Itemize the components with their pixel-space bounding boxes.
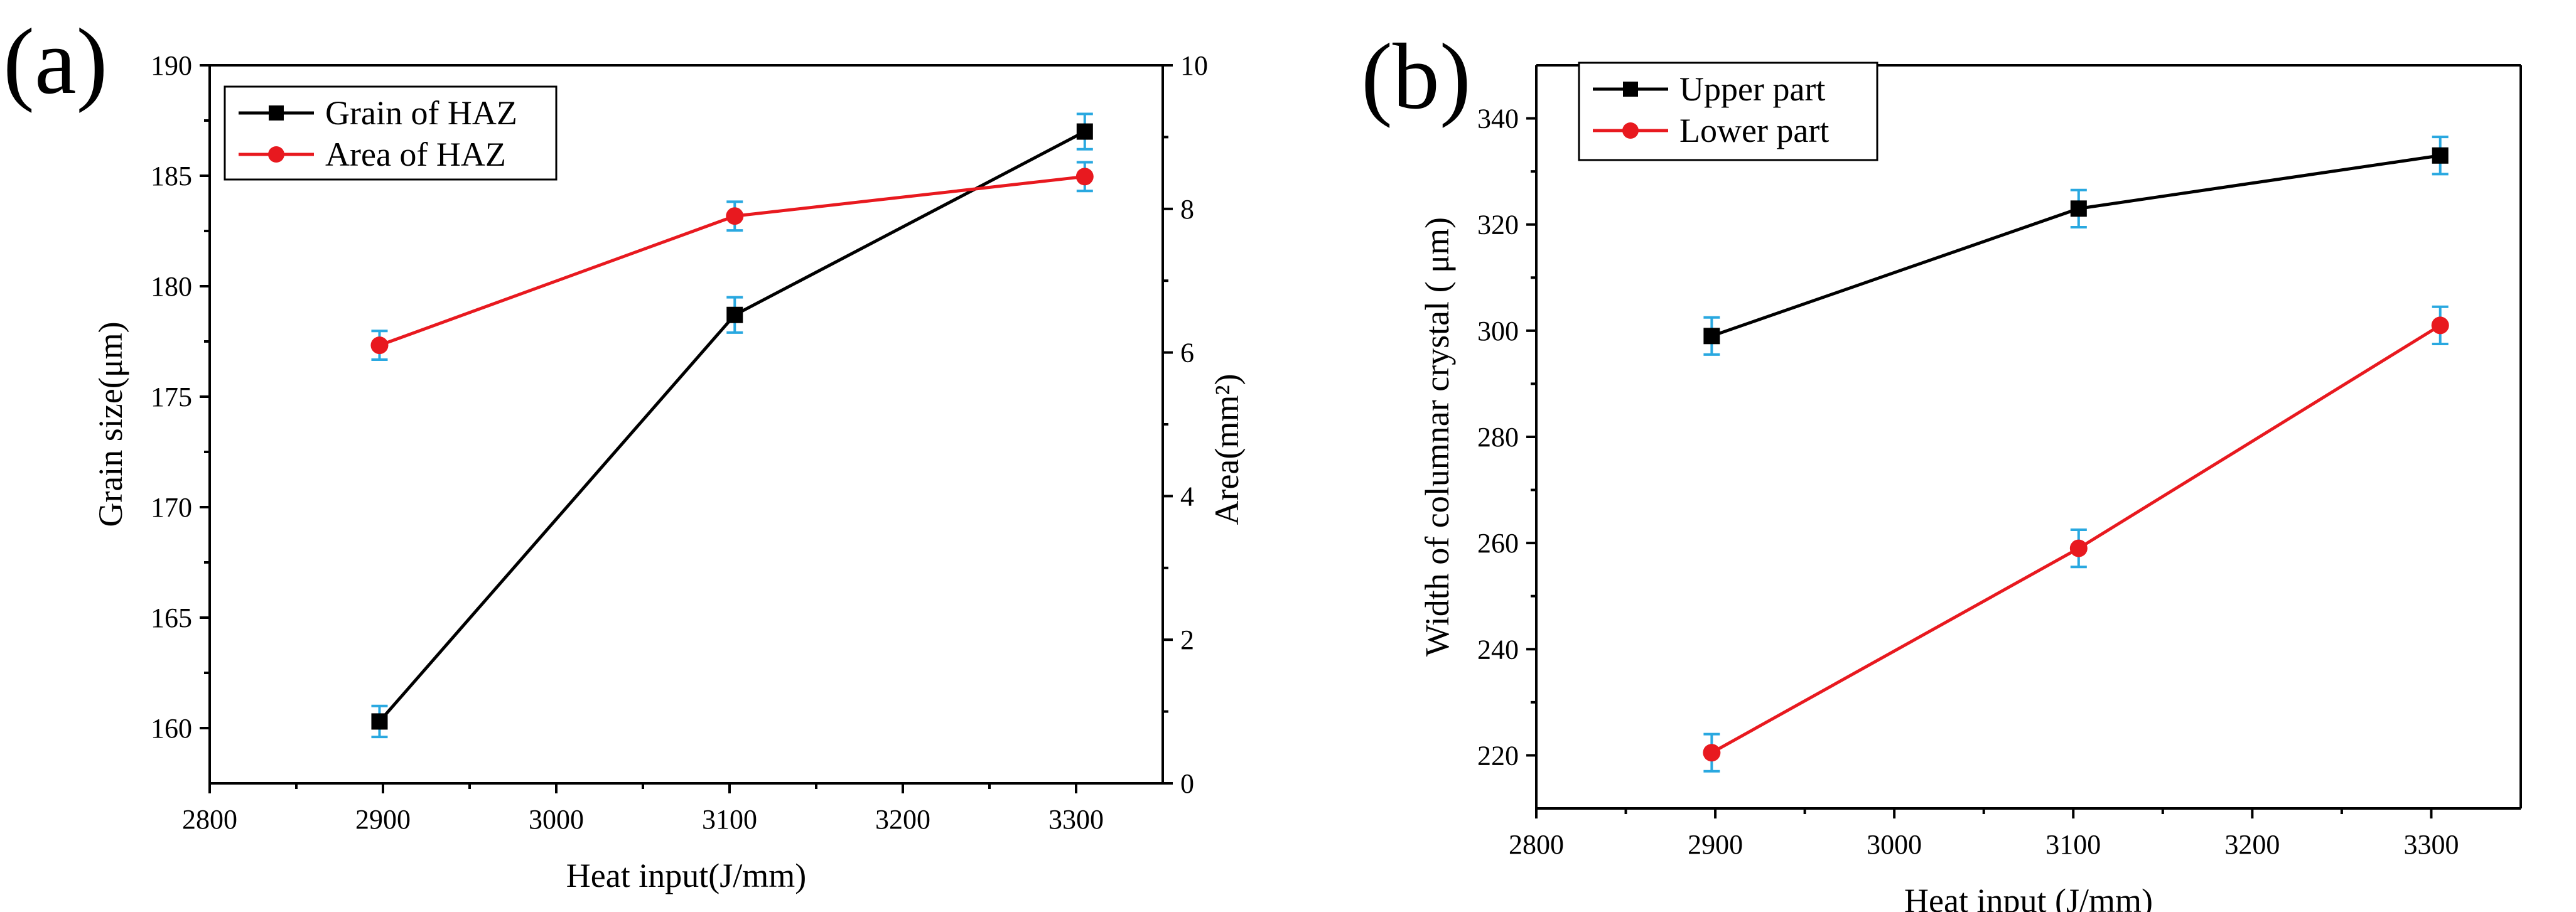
- x-tick-label: 3000: [529, 804, 584, 835]
- legend-box: [224, 85, 558, 181]
- series-line: [1711, 154, 2441, 338]
- data-point: [1703, 328, 1720, 345]
- y-tick-label: 180: [151, 271, 192, 302]
- x-tick-label: 2800: [1509, 829, 1564, 860]
- x-tick-label: 3300: [2403, 829, 2459, 860]
- y-axis-title: Grain size(μm): [92, 321, 129, 527]
- legend-label: Area of HAZ: [325, 136, 506, 173]
- panel-label: (b): [1361, 24, 1471, 129]
- legend-box: [1578, 62, 1878, 161]
- data-point: [371, 713, 388, 730]
- y-tick-label: 300: [1477, 316, 1519, 346]
- chart-panel-a: (a) 2800 2900 3000 3100 3200 3300 160 165 170 175 1…: [3, 9, 1246, 894]
- data-point: [2069, 539, 2088, 557]
- legend-marker: [1623, 82, 1638, 97]
- y-tick-label: 280: [1477, 422, 1519, 453]
- x-tick-label: 3200: [875, 804, 930, 835]
- data-point: [1076, 123, 1093, 140]
- x-tick-label: 3100: [2045, 829, 2101, 860]
- data-point: [370, 336, 389, 355]
- y-tick-label: 160: [151, 713, 192, 744]
- legend-label: Upper part: [1679, 70, 1825, 108]
- y-tick-label: 170: [151, 492, 192, 523]
- x-tick-label: 2800: [182, 804, 237, 835]
- y2-axis-title: Area(mm²): [1208, 373, 1246, 525]
- x-tick-label: 3300: [1048, 804, 1104, 835]
- data-point: [726, 306, 743, 323]
- panel-label: (a): [3, 9, 107, 114]
- y-tick-label: 175: [151, 382, 192, 412]
- legend-marker: [269, 105, 284, 121]
- y-tick-label: 320: [1477, 210, 1519, 240]
- y2-tick-label: 4: [1180, 481, 1194, 512]
- y-tick-label: 340: [1477, 104, 1519, 134]
- x-axis-title: Heat input(J/mm): [566, 857, 806, 894]
- legend-label: Lower part: [1679, 112, 1829, 149]
- data-point: [1703, 744, 1721, 762]
- data-point: [1075, 168, 1094, 186]
- series-line: [1711, 324, 2442, 754]
- y2-tick-label: 6: [1180, 338, 1194, 368]
- y2-tick-label: 8: [1180, 194, 1194, 225]
- y-axis-title: Width of columnar crystal ( μm): [1418, 217, 1456, 657]
- y-tick-label: 190: [151, 50, 192, 81]
- data-point: [726, 207, 744, 225]
- y-tick-label: 260: [1477, 528, 1519, 559]
- y-tick-label: 220: [1477, 740, 1519, 771]
- x-tick-label: 3100: [702, 804, 757, 835]
- x-tick-label: 3000: [1867, 829, 1922, 860]
- data-point: [2432, 147, 2449, 164]
- data-point: [2070, 200, 2087, 217]
- legend-label: Grain of HAZ: [325, 94, 517, 132]
- y2-tick-label: 0: [1180, 768, 1194, 799]
- x-tick-label: 2900: [1688, 829, 1743, 860]
- data-point: [2431, 316, 2449, 335]
- y-tick-label: 240: [1477, 634, 1519, 665]
- chart-panel-b: (b) 2800 2900 3000 3100 3200 3300 220 240 260 280 3…: [1361, 24, 2522, 912]
- legend-marker: [268, 146, 284, 163]
- x-tick-label: 2900: [355, 804, 411, 835]
- legend-marker: [1622, 122, 1639, 139]
- x-tick-label: 3200: [2224, 829, 2280, 860]
- x-axis-title: Heat input (J/mm): [1904, 882, 2153, 912]
- y-tick-label: 165: [151, 603, 192, 633]
- y2-tick-label: 2: [1180, 625, 1194, 655]
- y-tick-label: 185: [151, 161, 192, 191]
- y2-tick-label: 10: [1180, 50, 1208, 81]
